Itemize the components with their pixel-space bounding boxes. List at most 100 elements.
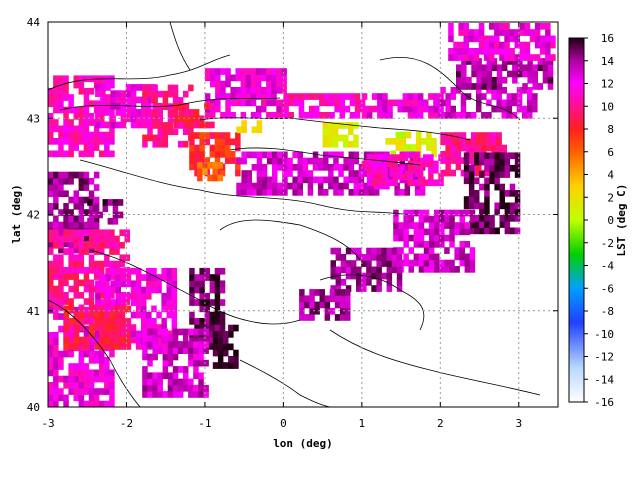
heat-cell: [293, 93, 300, 100]
heat-cell: [522, 70, 528, 78]
heat-cell: [272, 182, 278, 190]
heat-cell: [334, 99, 340, 107]
heat-cell: [361, 112, 368, 119]
heat-cell: [189, 274, 195, 281]
heat-cell: [327, 128, 334, 136]
heat-cell: [504, 221, 511, 228]
heat-cell: [79, 305, 85, 313]
heat-cell: [115, 90, 121, 97]
heat-cell: [162, 347, 169, 354]
heat-cell: [120, 274, 127, 281]
heat-cell: [99, 267, 105, 274]
heat-cell: [478, 23, 485, 30]
heat-cell: [73, 336, 80, 344]
heat-cell: [418, 253, 425, 261]
heat-cell: [78, 203, 85, 210]
heat-cell: [104, 388, 110, 395]
heat-cell: [209, 274, 216, 281]
heat-cell: [509, 183, 516, 191]
heat-cell: [345, 266, 352, 274]
heat-cell: [434, 228, 440, 236]
heat-cell: [246, 182, 252, 190]
heat-cell: [130, 330, 137, 338]
heat-cell: [438, 173, 444, 180]
heat-cell: [440, 157, 446, 164]
heat-cell: [304, 301, 310, 309]
heat-cell: [246, 176, 252, 184]
heat-cell: [445, 163, 451, 171]
heat-cell: [199, 299, 205, 306]
heat-cell: [83, 138, 90, 145]
heat-cell: [241, 176, 247, 184]
heat-cell: [193, 115, 200, 123]
heat-cell: [58, 313, 64, 320]
heat-cell: [215, 105, 221, 113]
heat-cell: [428, 105, 434, 113]
heat-cell: [156, 324, 162, 331]
heat-cell: [99, 363, 105, 370]
heat-cell: [188, 121, 195, 129]
heat-cell: [119, 229, 125, 237]
heat-cell: [171, 324, 178, 331]
heat-cell: [328, 182, 334, 190]
heat-cell: [203, 334, 209, 342]
heat-cell: [58, 394, 64, 402]
heat-cell: [78, 209, 85, 216]
heat-cell: [454, 228, 460, 236]
heat-cell: [99, 311, 105, 319]
contour-line: [239, 359, 331, 407]
heat-cell: [151, 267, 157, 275]
heat-cell: [266, 74, 272, 82]
heat-cell: [366, 260, 372, 267]
x-tick-label: -1: [198, 417, 211, 430]
heat-cell: [124, 305, 131, 313]
heat-cell: [198, 328, 204, 336]
heat-cell: [455, 87, 462, 94]
heat-cell: [58, 184, 64, 191]
heat-cell: [104, 363, 110, 370]
heat-cell: [332, 122, 339, 129]
heat-cell: [550, 54, 556, 61]
heat-cell: [166, 292, 172, 300]
heat-cell: [241, 189, 247, 196]
heat-cell: [58, 87, 64, 95]
heat-cell: [361, 260, 367, 267]
heat-cell: [53, 215, 59, 223]
heat-cell: [114, 336, 121, 344]
heat-cell: [146, 274, 152, 281]
heat-cell: [399, 176, 405, 184]
heat-cell: [83, 298, 90, 305]
heat-cell: [408, 222, 414, 229]
heat-cell: [391, 254, 398, 261]
contour-line: [219, 219, 361, 261]
heat-cell: [99, 292, 105, 299]
heat-cell: [197, 162, 203, 169]
heat-cell: [172, 328, 179, 336]
heat-cell: [194, 299, 200, 306]
heat-cell: [454, 222, 460, 229]
heat-cell: [372, 166, 378, 174]
heat-cell: [504, 215, 511, 222]
heat-cell: [483, 41, 490, 49]
heat-cell: [68, 171, 74, 179]
heat-cell: [199, 115, 205, 123]
heat-cell: [458, 23, 464, 30]
heat-cell: [130, 336, 137, 344]
heat-cell: [78, 235, 85, 243]
heat-cell: [382, 160, 388, 168]
heat-cell: [93, 171, 100, 179]
heat-cell: [58, 190, 64, 198]
colorbar-tick-label: -2: [601, 237, 614, 250]
heat-cell: [386, 266, 393, 274]
heat-cell: [162, 334, 169, 342]
heat-cell: [235, 163, 241, 171]
heat-cell: [423, 215, 430, 223]
heat-cell: [473, 35, 480, 43]
heat-cell: [283, 99, 289, 107]
heat-cell: [199, 324, 205, 331]
heat-cell: [83, 234, 90, 241]
heat-cell: [348, 170, 354, 177]
heat-cell: [461, 83, 467, 90]
heat-cell: [402, 99, 409, 107]
heat-cell: [241, 120, 247, 127]
